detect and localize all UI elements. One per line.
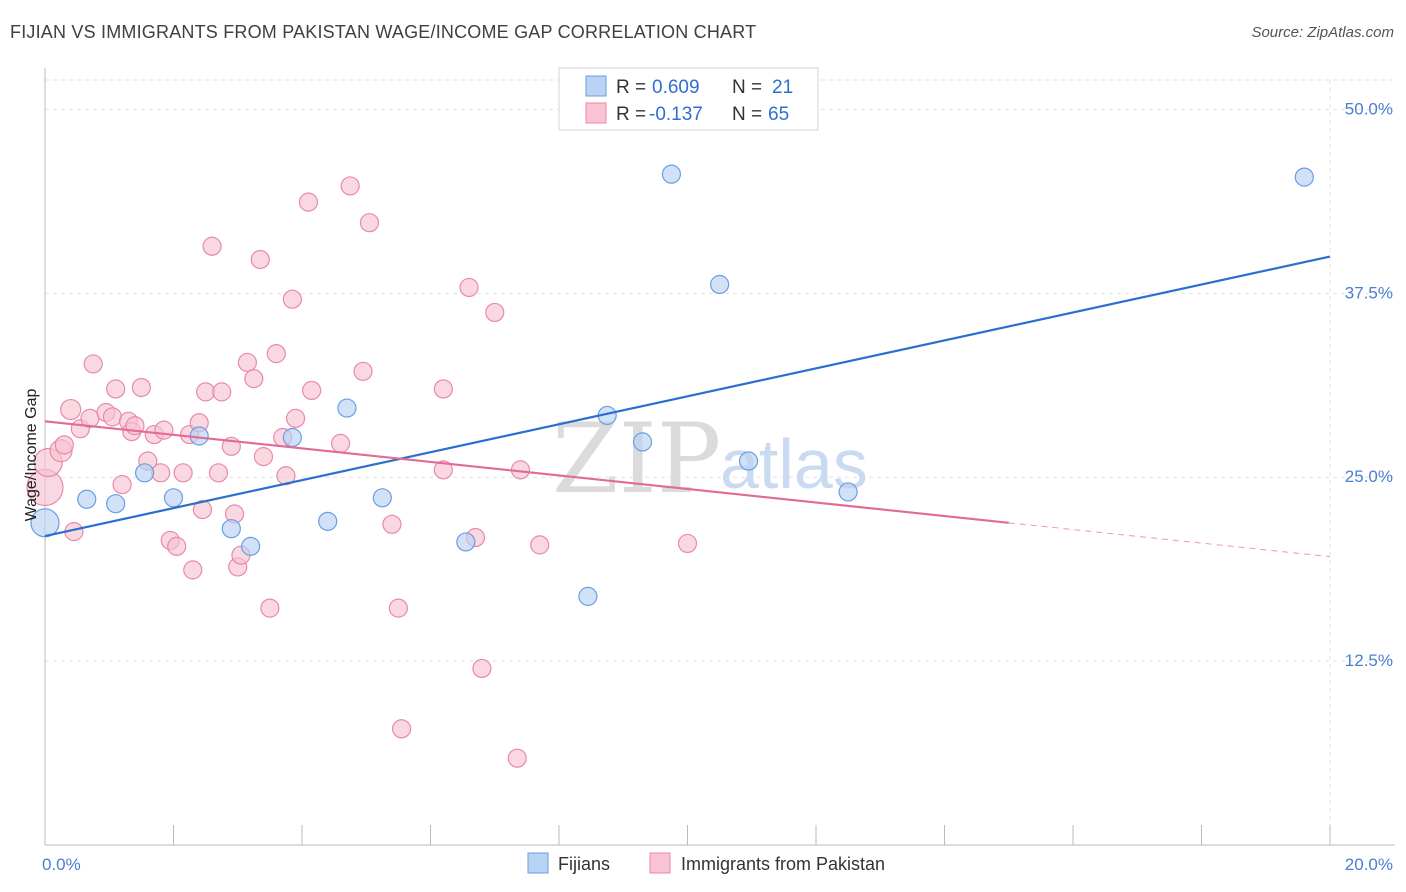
point-pakistan-40 [260,598,280,618]
y-tick-label-3: 50.0% [1345,99,1393,118]
trend-lines [44,255,1331,558]
point-pakistan-53 [388,598,408,618]
point-pakistan-20 [154,420,174,440]
point-pakistan-61 [507,748,527,768]
legend-n-label-2: N = [732,104,762,125]
point-pakistan-30 [208,463,229,483]
point-pakistan-19 [151,463,171,483]
correlation-legend: R = 0.609 N = 21 R = -0.137 N = 65 [558,67,819,131]
point-pakistan-22 [167,536,187,556]
point-fijians-13 [578,586,598,606]
point-pakistan-55 [433,379,453,399]
y-tick-label-2: 37.5% [1345,283,1393,302]
point-pakistan-44 [282,289,302,309]
point-pakistan-11 [106,379,126,399]
point-pakistan-51 [359,213,380,233]
point-pakistan-57 [459,277,479,298]
trend-line-pakistan [44,420,1009,524]
point-fijians-18 [738,451,759,471]
point-pakistan-59 [472,658,492,679]
series-legend-label-pakistan: Immigrants from Pakistan [681,854,885,874]
point-fijians-16 [661,164,682,184]
point-fijians-3 [134,463,155,483]
point-fijians-4 [163,488,184,508]
series-legend-swatch-fijians [527,852,549,874]
legend-n-label-1: N = [732,77,762,98]
trend-line-fijians [44,255,1331,538]
point-pakistan-50 [353,361,373,381]
point-pakistan-64 [677,533,698,554]
point-pakistan-47 [302,380,322,401]
point-pakistan-56 [433,460,453,480]
point-pakistan-41 [266,344,286,364]
point-pakistan-5 [60,398,82,421]
point-fijians-17 [710,274,730,295]
point-fijians-10 [337,398,357,418]
point-pakistan-38 [250,249,270,270]
point-fijians-6 [221,519,241,539]
x-tick-labels: 0.0% 20.0% [42,855,1393,874]
point-pakistan-45 [285,408,306,428]
point-pakistan-27 [192,499,213,520]
point-pakistan-48 [330,433,351,453]
point-fijians-2 [106,494,126,514]
point-pakistan-3 [54,435,74,455]
point-pakistan-8 [83,354,103,374]
x-tick-label-0: 0.0% [42,855,81,874]
point-pakistan-63 [530,535,550,555]
point-fijians-7 [241,536,261,556]
y-tick-label-0: 12.5% [1345,651,1393,670]
point-fijians-8 [282,427,302,448]
point-pakistan-54 [391,719,412,739]
point-pakistan-39 [253,447,274,467]
point-fijians-20 [1294,167,1314,187]
series-pakistan-points [26,176,698,768]
point-pakistan-52 [382,514,402,534]
point-pakistan-16 [131,377,151,398]
legend-swatch-pakistan [585,102,607,124]
series-legend-label-fijians: Fijians [558,854,610,874]
legend-n-value-pakistan: 65 [768,104,789,125]
legend-r-label-1: R = [616,77,646,98]
source-attribution: Source: ZipAtlas.com [1251,24,1394,41]
y-axis-label: Wage/Income Gap [23,389,40,522]
point-pakistan-49 [340,176,360,196]
watermark-zip: ZIP [552,403,721,515]
series-legend: Fijians Immigrants from Pakistan [527,852,885,874]
point-pakistan-12 [112,474,132,495]
point-pakistan-28 [196,382,216,402]
point-pakistan-36 [237,352,257,373]
y-tick-label-1: 25.0% [1345,467,1393,486]
series-fijians-points [30,164,1314,606]
point-pakistan-37 [244,369,264,389]
x-tick-label-1: 20.0% [1345,855,1393,874]
point-pakistan-31 [212,382,232,402]
point-pakistan-60 [485,302,505,323]
legend-r-value-fijians: 0.609 [652,77,700,98]
point-fijians-11 [372,488,392,508]
point-fijians-9 [318,511,338,531]
legend-swatch-fijians [585,75,607,97]
legend-n-value-fijians: 21 [772,77,793,98]
legend-r-value-pakistan: -0.137 [649,104,703,125]
point-fijians-15 [632,432,653,452]
point-fijians-12 [456,532,476,552]
series-legend-swatch-pakistan [649,852,671,874]
trend-extension-pakistan [1008,522,1331,558]
y-tick-labels: 12.5% 25.0% 37.5% 50.0% [1345,99,1393,670]
point-fijians-1 [77,489,97,509]
point-fijians-19 [838,482,858,502]
chart-title: FIJIAN VS IMMIGRANTS FROM PAKISTAN WAGE/… [10,22,757,42]
point-fijians-0 [30,508,60,538]
point-pakistan-25 [183,560,203,580]
point-pakistan-23 [173,463,193,483]
point-pakistan-10 [102,407,123,427]
point-pakistan-46 [298,192,319,212]
point-pakistan-29 [202,236,222,256]
legend-r-label-2: R = [616,104,646,125]
